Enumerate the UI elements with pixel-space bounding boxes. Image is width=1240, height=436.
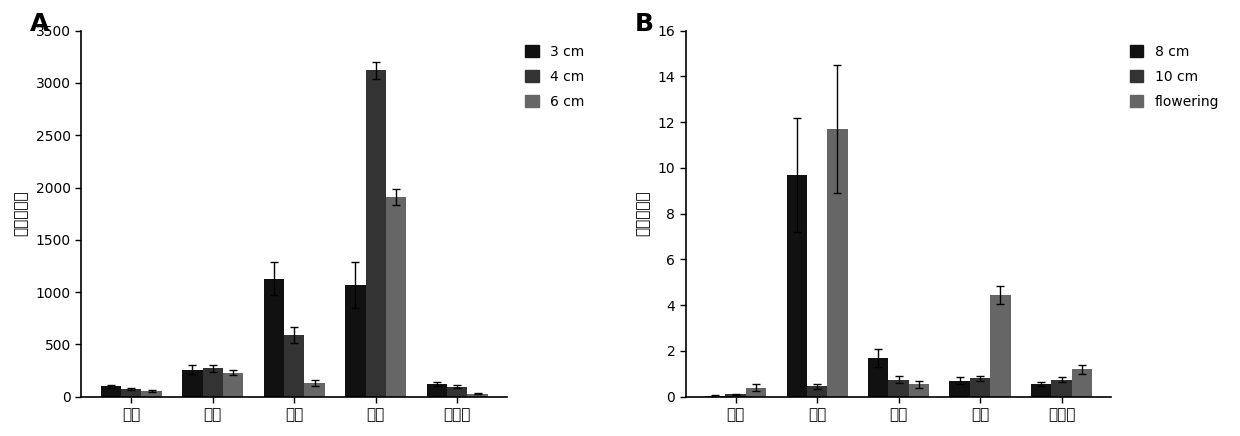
Bar: [141, 391, 162, 397]
Bar: [427, 384, 446, 397]
Text: A: A: [30, 12, 50, 36]
Bar: [807, 386, 827, 397]
Bar: [991, 295, 1011, 397]
Text: B: B: [635, 12, 653, 36]
Legend: 8 cm, 10 cm, flowering: 8 cm, 10 cm, flowering: [1122, 37, 1226, 116]
Bar: [446, 387, 467, 397]
Bar: [386, 197, 407, 397]
Bar: [182, 369, 202, 397]
Bar: [1071, 369, 1092, 397]
Y-axis label: 相对表达量: 相对表达量: [14, 191, 29, 236]
Bar: [345, 285, 366, 397]
Bar: [1030, 384, 1052, 397]
Bar: [1052, 379, 1071, 397]
Bar: [223, 373, 243, 397]
Bar: [725, 395, 745, 397]
Bar: [467, 394, 487, 397]
Bar: [827, 129, 848, 397]
Bar: [970, 378, 991, 397]
Bar: [100, 386, 122, 397]
Bar: [888, 379, 909, 397]
Bar: [868, 358, 888, 397]
Bar: [745, 388, 766, 397]
Bar: [284, 335, 304, 397]
Bar: [122, 389, 141, 397]
Bar: [304, 383, 325, 397]
Bar: [264, 279, 284, 397]
Bar: [950, 381, 970, 397]
Legend: 3 cm, 4 cm, 6 cm: 3 cm, 4 cm, 6 cm: [518, 37, 591, 116]
Bar: [202, 368, 223, 397]
Y-axis label: 相对表达量: 相对表达量: [636, 191, 651, 236]
Bar: [366, 71, 386, 397]
Bar: [706, 395, 725, 397]
Bar: [786, 175, 807, 397]
Bar: [909, 384, 929, 397]
